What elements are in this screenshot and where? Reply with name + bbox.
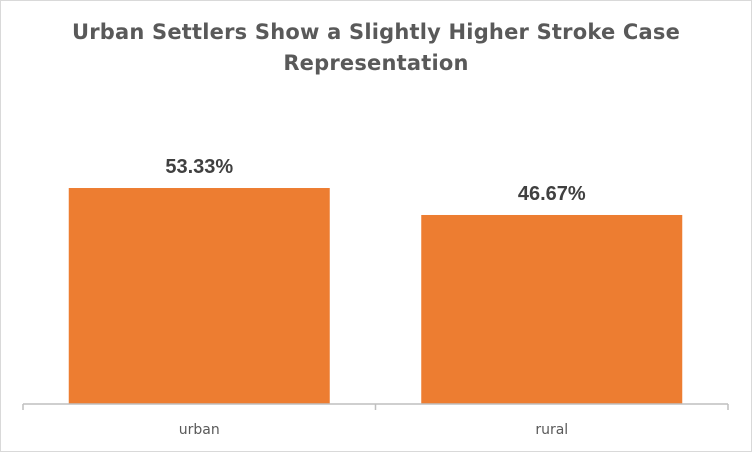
bar-urban (68, 188, 330, 404)
bars-group (68, 188, 683, 404)
bar-rural (421, 214, 683, 404)
x-tick-labels-group: urban rural (179, 422, 568, 438)
data-labels-group: 53.33% 46.67% (165, 156, 586, 205)
x-tick-label-rural: rural (535, 422, 568, 438)
x-axis (22, 403, 729, 410)
data-label-rural: 46.67% (518, 183, 586, 205)
x-tick-label-urban: urban (179, 422, 220, 438)
chart-title: Urban Settlers Show a Slightly Higher St… (71, 20, 681, 75)
data-label-urban: 53.33% (165, 156, 233, 178)
